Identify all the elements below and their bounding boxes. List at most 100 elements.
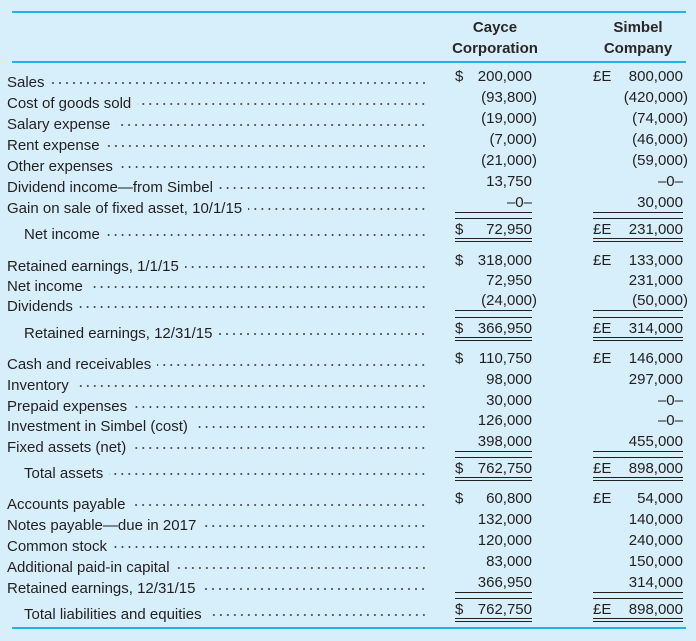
amount: 240,000 — [628, 532, 683, 549]
row-label: Other expenses — [7, 150, 427, 177]
amount: 150,000 — [628, 553, 683, 570]
simbel-value: (46,000) — [593, 129, 688, 150]
row-label: Dividends — [7, 290, 427, 317]
cayce-value: (93,800) — [455, 87, 537, 108]
amount: 60,800 — [486, 490, 532, 507]
dot-leader — [175, 551, 427, 572]
table-row: Retained earnings, 1/1/15 $318,000 £E 133,0… — [0, 250, 696, 275]
row-label: Notes payable—due in 2017 — [7, 509, 427, 536]
dot-leader — [50, 66, 427, 87]
amount: 314,000 — [628, 320, 683, 337]
dot-leader — [248, 192, 427, 213]
currency-symbol: £E — [593, 601, 612, 618]
dot-leader — [105, 218, 427, 239]
dot-leader — [193, 410, 427, 431]
simbel-value: 455,000 — [593, 431, 683, 452]
row-label-text: Retained earnings, 12/31/15 — [24, 325, 213, 342]
simbel-value: 240,000 — [593, 530, 683, 551]
amount: 762,750 — [477, 460, 532, 477]
row-label-text: Sales — [7, 74, 45, 91]
dot-leader — [109, 457, 427, 478]
table-row: Retained earnings, 12/31/15 $366,950 £E 314… — [0, 317, 696, 342]
cayce-value: 83,000 — [455, 551, 532, 572]
row-label-text: Inventory — [7, 377, 69, 394]
row-label: Dividend income—from Simbel — [7, 171, 427, 198]
table-row: Gain on sale of fixed asset, 10/1/15 –0– 3… — [0, 192, 696, 217]
simbel-value: £E 800,000 — [593, 66, 683, 87]
table-row: Sales $200,000 £E 800,000 — [0, 66, 696, 91]
amount: –0– — [506, 194, 532, 211]
cayce-value: 98,000 — [455, 369, 532, 390]
header-line: Simbel — [613, 19, 663, 36]
row-label: Fixed assets (net) — [7, 431, 427, 458]
row-label-text: Net income — [24, 226, 100, 243]
simbel-value: £E 133,000 — [593, 250, 683, 271]
dot-leader — [88, 270, 427, 291]
simbel-value: £E 314,000 — [593, 317, 683, 341]
table-row: Fixed assets (net) 398,000 455,000 — [0, 431, 696, 456]
currency-symbol: $ — [455, 490, 464, 507]
cayce-value: $110,750 — [455, 348, 532, 369]
cayce-value: (7,000) — [455, 129, 537, 150]
row-label: Inventory — [7, 369, 427, 396]
cayce-value: $72,950 — [455, 218, 532, 242]
amount: 132,000 — [477, 511, 532, 528]
amount: 898,000 — [628, 601, 683, 618]
currency-symbol: $ — [455, 350, 464, 367]
row-label-text: Total liabilities and equities — [24, 606, 202, 623]
row-label: Retained earnings, 12/31/15 — [7, 572, 427, 599]
cayce-value: 30,000 — [455, 390, 532, 411]
row-label: Total liabilities and equities — [24, 598, 427, 625]
table-row: Common stock 120,000 240,000 — [0, 530, 696, 555]
row-label: Cost of goods sold — [7, 87, 427, 114]
currency-symbol: £E — [593, 221, 612, 238]
amount: 898,000 — [628, 460, 683, 477]
currency-symbol: $ — [455, 601, 464, 618]
amount: 13,750 — [486, 173, 532, 190]
row-label-text: Common stock — [7, 538, 108, 555]
simbel-value: £E 231,000 — [593, 218, 683, 242]
table-row: Net income 72,950 231,000 — [0, 270, 696, 295]
currency-symbol: £E — [593, 68, 612, 85]
amount: 126,000 — [477, 412, 532, 429]
table-row: Total liabilities and equities $762,750 £E… — [0, 598, 696, 623]
amount: 366,950 — [477, 320, 532, 337]
currency-symbol: $ — [455, 320, 464, 337]
table-row: Salary expense (19,000) (74,000) — [0, 108, 696, 133]
amount: 455,000 — [628, 433, 683, 450]
dot-leader — [105, 129, 427, 150]
cayce-value: (24,000) — [455, 290, 537, 311]
amount: 30,000 — [486, 392, 532, 409]
table-row: Cost of goods sold (93,800) (420,000) — [0, 87, 696, 112]
dot-leader — [118, 150, 427, 171]
row-label: Additional paid-in capital — [7, 551, 427, 578]
amount: 314,000 — [628, 574, 683, 591]
amount: (46,000) — [632, 131, 688, 148]
amount: 140,000 — [628, 511, 683, 528]
amount: 30,000 — [637, 194, 683, 211]
amount: (50,000) — [632, 292, 688, 309]
table-row: Notes payable—due in 2017 132,000 140,000 — [0, 509, 696, 534]
header-line: Corporation — [452, 40, 538, 57]
row-label-text: Fixed assets (net) — [7, 439, 127, 456]
cayce-value: 126,000 — [455, 410, 532, 431]
amount: (7,000) — [489, 131, 537, 148]
table-row: Inventory 98,000 297,000 — [0, 369, 696, 394]
simbel-value: (420,000) — [593, 87, 688, 108]
dot-leader — [218, 317, 427, 338]
simbel-value: 30,000 — [593, 192, 683, 213]
dot-leader — [184, 250, 427, 271]
cayce-value: 120,000 — [455, 530, 532, 551]
table-row: Investment in Simbel (cost) 126,000 –0– — [0, 410, 696, 435]
cayce-value: 398,000 — [455, 431, 532, 452]
cayce-value: $762,750 — [455, 598, 532, 622]
simbel-value: 140,000 — [593, 509, 683, 530]
header-line: Cayce — [472, 19, 518, 36]
dot-leader — [78, 290, 427, 311]
simbel-value: (50,000) — [593, 290, 688, 311]
simbel-value: (59,000) — [593, 150, 688, 171]
amount: 231,000 — [628, 221, 683, 238]
dot-leader — [74, 369, 427, 390]
column-header-simbel: Simbel Company — [568, 17, 696, 59]
